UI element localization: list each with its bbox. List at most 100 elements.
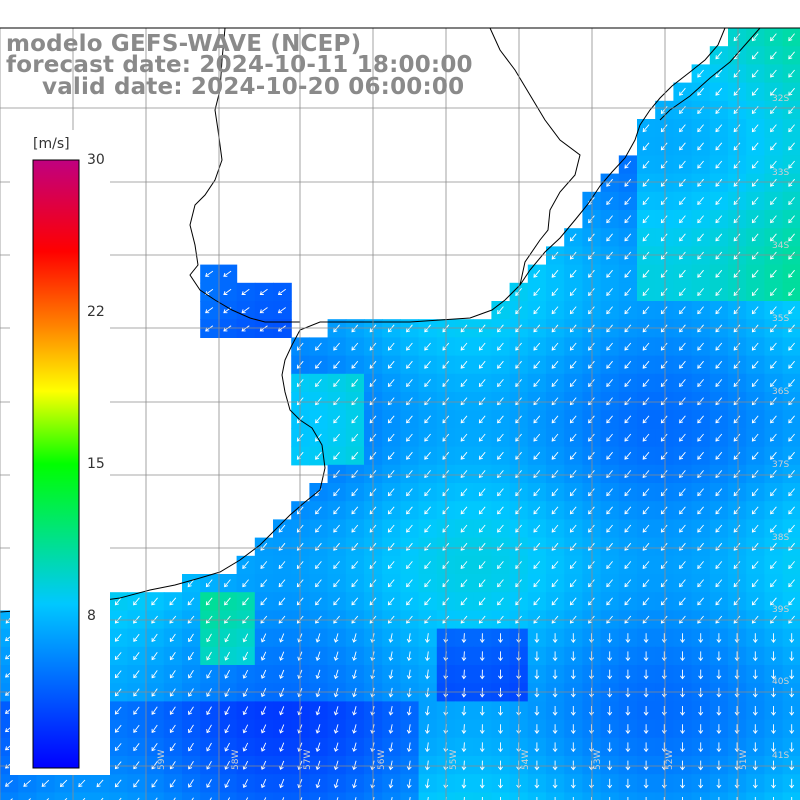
wind-arrow [788, 142, 795, 151]
wind-arrow [770, 342, 777, 351]
wind-arrow-head [351, 528, 356, 533]
wind-arrow-head [788, 310, 793, 315]
wind-arrow-head [406, 729, 412, 734]
wind-arrow-head [260, 765, 266, 770]
wind-arrow [46, 798, 50, 800]
wind-arrow-head [551, 291, 556, 296]
wind-arrow-head [461, 784, 467, 789]
wind-arrow-head [698, 675, 704, 680]
wind-arrow [661, 342, 668, 351]
wind-arrow-head [206, 692, 211, 697]
wind-arrow [733, 379, 741, 387]
wind-arrow-head [478, 328, 483, 333]
wind-arrow [463, 742, 465, 752]
wind-arrow-head [660, 455, 665, 460]
wind-arrow [315, 561, 322, 569]
wind-arrow-head [497, 328, 502, 333]
wind-arrow [460, 470, 468, 478]
wind-arrow [588, 269, 595, 278]
wind-arrow [424, 433, 431, 442]
wind-arrow [388, 615, 395, 624]
wind-arrow-head [661, 639, 667, 643]
wind-arrow-head [478, 455, 483, 460]
wind-arrow [733, 597, 741, 606]
wind-arrow-head [679, 328, 684, 333]
wind-arrow-head [351, 364, 356, 369]
wind-arrow [661, 197, 668, 205]
wind-arrow-head [751, 364, 756, 369]
wind-arrow-head [260, 619, 265, 624]
wind-arrow-head [697, 346, 702, 351]
wind-arrow-head [78, 783, 83, 788]
wind-arrow [406, 542, 413, 551]
wind-arrow-head [114, 710, 119, 715]
wind-arrow [752, 51, 759, 60]
wind-arrow-head [624, 219, 629, 224]
wind-arrow-head [642, 164, 647, 169]
wind-arrow [460, 506, 468, 515]
wind-arrow-head [697, 273, 702, 278]
wind-arrow [733, 288, 741, 296]
wind-arrow [388, 433, 395, 442]
wind-arrow-head [588, 437, 593, 442]
wind-arrow [606, 524, 613, 533]
wind-arrow [752, 451, 759, 460]
wind-arrow-head [533, 437, 538, 442]
wind-arrow-head [588, 364, 593, 369]
wind-arrow-head [551, 310, 556, 315]
wind-arrow-head [315, 510, 320, 515]
wind-arrow [118, 797, 122, 800]
wind-arrow-head [133, 674, 138, 679]
wind-arrow-head [733, 128, 738, 133]
wind-arrow-head [625, 748, 631, 753]
wind-arrow-head [679, 455, 684, 460]
wind-arrow-head [424, 419, 429, 424]
wind-arrow-head [733, 146, 738, 151]
wind-arrow [261, 651, 267, 661]
wind-arrow [551, 506, 559, 515]
wind-arrow [661, 488, 668, 496]
wind-arrow-head [697, 164, 702, 169]
wind-arrow-head [133, 692, 138, 697]
wind-arrow [752, 269, 759, 278]
wind-arrow-head [788, 55, 793, 60]
wind-arrow-head [169, 601, 174, 606]
wind-arrow [170, 670, 176, 679]
wind-arrow [715, 178, 723, 187]
wind-arrow [661, 306, 668, 314]
wind-arrow [624, 433, 632, 442]
wind-arrow-head [133, 728, 138, 733]
wind-arrow-head [752, 784, 758, 789]
wind-arrow-head [424, 564, 429, 569]
wind-arrow [770, 215, 777, 223]
wind-arrow [300, 797, 303, 800]
wind-arrow-head [333, 638, 339, 643]
wind-arrow [570, 379, 577, 387]
wind-arrow [115, 652, 122, 660]
wind-arrow [406, 488, 413, 496]
wind-arrow-head [679, 146, 684, 151]
wind-arrow-head [552, 675, 558, 680]
wind-arrow-head [733, 37, 738, 42]
wind-arrow-head [751, 601, 756, 606]
wind-arrow-head [279, 656, 284, 661]
wind-arrow-head [588, 492, 593, 497]
wind-arrow [588, 360, 595, 369]
wind-arrow-head [751, 128, 756, 133]
wind-arrow [697, 306, 704, 314]
wind-arrow [752, 415, 759, 424]
wind-arrow-head [188, 728, 193, 734]
wind-arrow [788, 33, 795, 41]
wind-arrow-head [424, 528, 429, 533]
wind-arrow [497, 451, 504, 460]
wind-arrow [733, 433, 741, 442]
wind-arrow-head [715, 564, 720, 569]
wind-arrow [426, 742, 429, 752]
wind-arrow [224, 597, 231, 606]
wind-arrow [279, 760, 285, 770]
wind-arrow [770, 142, 777, 151]
wind-arrow-head [279, 674, 284, 680]
wind-arrow-head [224, 583, 229, 588]
wind-arrow-head [697, 91, 702, 96]
wind-arrow-head [23, 782, 28, 787]
